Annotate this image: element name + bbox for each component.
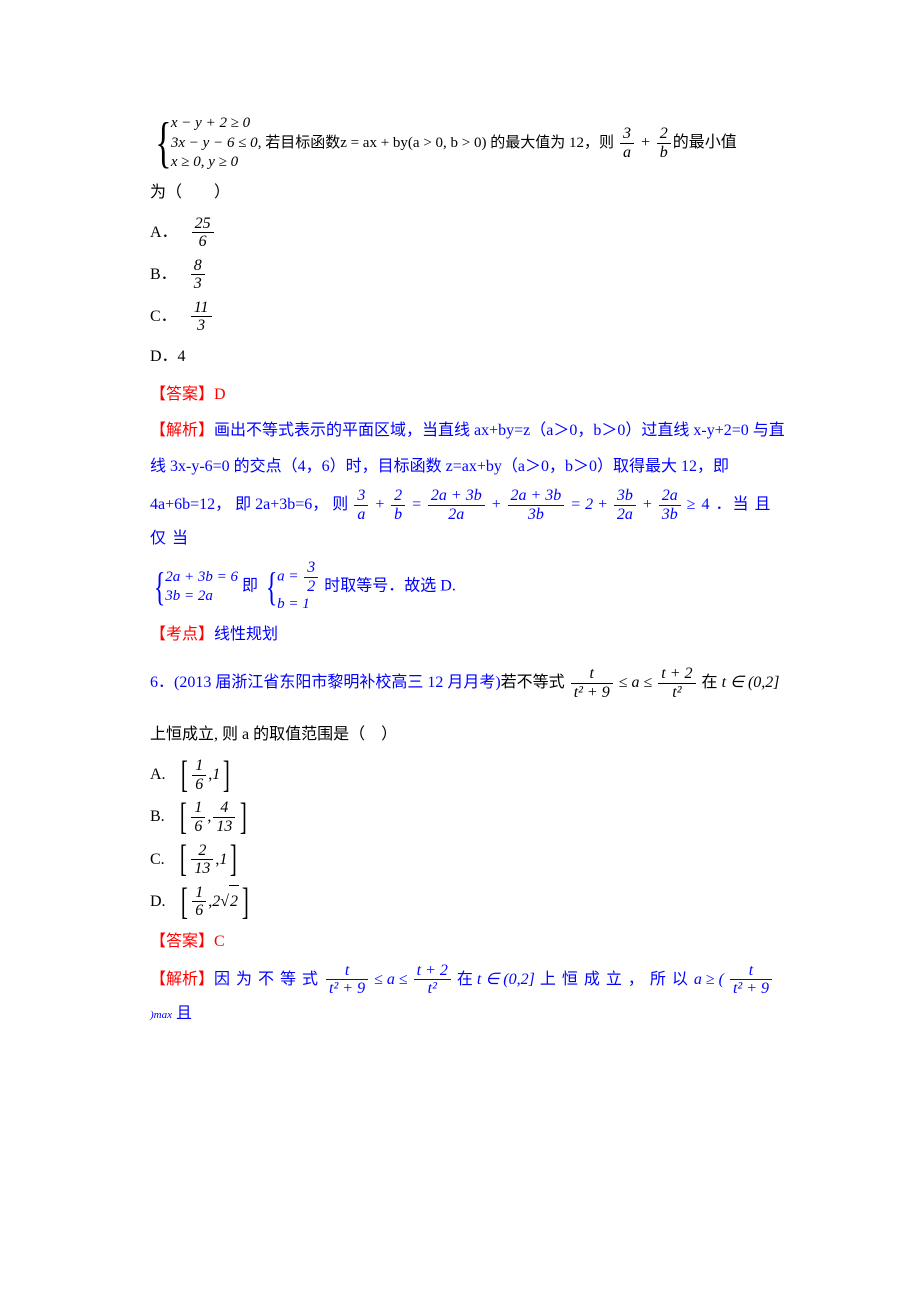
q5-explain-l4: { 2a + 3b = 6 3b = 2a 即 { a = 32 b = 1 时… xyxy=(150,559,790,615)
sys-line3: x ≥ 0, y ≥ 0 xyxy=(171,154,238,170)
q6-opt-d: D. [ 16 ,22 ] xyxy=(150,884,790,920)
q6-header: 6．(2013 届浙江省东阳市黎明补校高三 12 月月考)若不等式 tt² + … xyxy=(150,665,790,701)
q6-frac1: tt² + 9 xyxy=(571,665,613,701)
left-brace-icon: { xyxy=(266,569,278,605)
q6-opt-a: A. [ 16 ,1 ] xyxy=(150,757,790,793)
q5-answer: 【答案】D xyxy=(150,379,790,411)
q5-wei: 为（ ） xyxy=(150,177,790,209)
q6-opt-b: B. [ 16 , 413 ] xyxy=(150,799,790,835)
q5-explain-l2: 线 3x-y-6=0 的交点（4，6）时，目标函数 z=ax+by（a＞0，b＞… xyxy=(150,451,790,483)
q6-line2: 上恒成立, 则 a 的取值范围是（ ） xyxy=(150,719,790,751)
q5-kaodian: 【考点】线性规划 xyxy=(150,619,790,651)
sys-line2a: 3x − y − 6 ≤ 0 xyxy=(171,135,258,151)
frac-2b: 2b xyxy=(657,125,671,161)
left-brace-icon: { xyxy=(155,118,171,168)
q5-system: { x − y + 2 ≥ 0 3x − y − 6 ≤ 0, 若目标函数z =… xyxy=(150,114,790,173)
frac-3a: 3a xyxy=(620,125,634,161)
q6-explain: 【解析】因 为 不 等 式 tt² + 9 ≤ a ≤ t + 2t² 在 t … xyxy=(150,962,790,1030)
left-brace-icon: { xyxy=(154,569,166,605)
q5-opt-c: C． 113 xyxy=(150,299,790,335)
plus-sign: + xyxy=(636,134,655,151)
sys-line2b: , 若目标函数z = ax + by(a > 0, b > 0) 的最大值为 1… xyxy=(258,135,614,151)
sys-line1: x − y + 2 ≥ 0 xyxy=(171,115,250,131)
q5-opt-a: A． 256 xyxy=(150,215,790,251)
q5-opt-d: D．4 xyxy=(150,341,790,373)
q5-explain-l3: 4a+6b=12， 即 2a+3b=6， 则 3a + 2b = 2a + 3b… xyxy=(150,487,790,555)
q5-explain-l1: 【解析】画出不等式表示的平面区域，当直线 ax+by=z（a＞0，b＞0）过直线… xyxy=(150,415,790,447)
q5-opt-b: B． 83 xyxy=(150,257,790,293)
q6-frac2: t + 2t² xyxy=(658,665,695,701)
tail-text: 的最小值 xyxy=(673,134,737,151)
explain-label: 【解析】 xyxy=(150,422,214,439)
q6-answer: 【答案】C xyxy=(150,926,790,958)
q6-opt-c: C. [ 213 ,1 ] xyxy=(150,842,790,878)
